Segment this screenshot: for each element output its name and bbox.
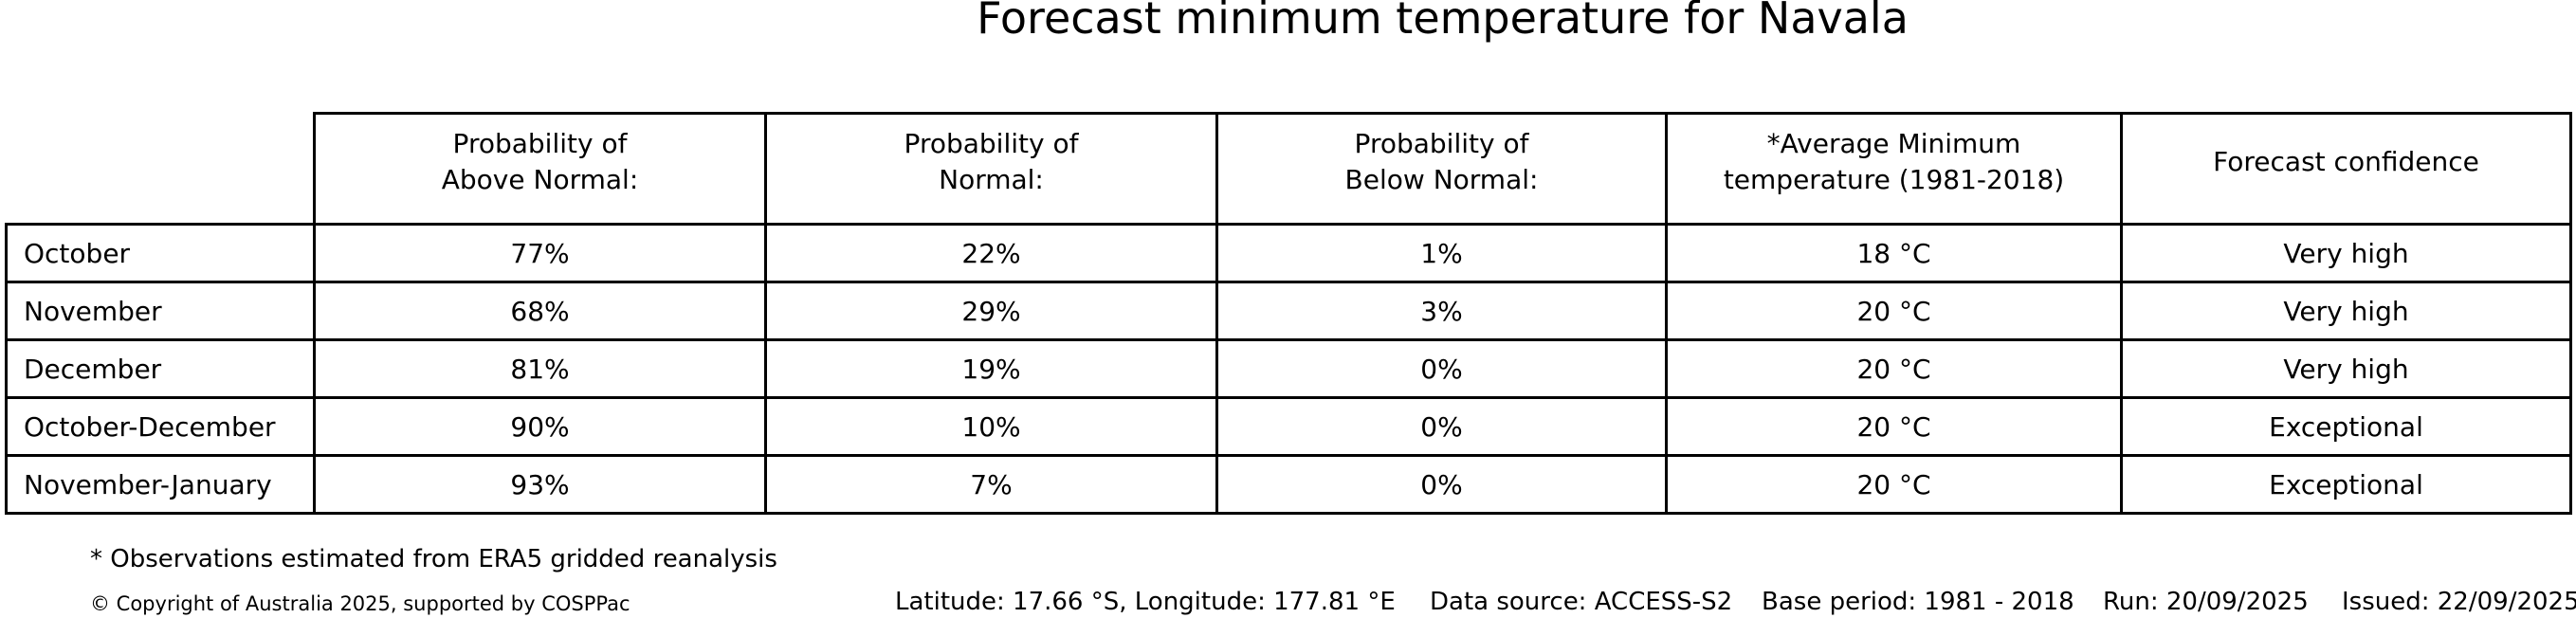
cell-below-normal: 0% [1215,454,1668,515]
cell-normal: 29% [764,281,1218,341]
cell-normal: 7% [764,454,1218,515]
cell-normal: 22% [764,223,1218,283]
cell-above-normal: 77% [313,223,767,283]
figure-title: Forecast minimum temperature for Navala [977,0,1909,44]
col-header-normal: Probability of Normal: [764,112,1218,226]
cell-above-normal: 90% [313,396,767,457]
cell-average-minimum-temperature: 20 °C [1665,454,2123,515]
row-label: October [5,223,316,283]
table-row-december: December 81% 19% 0% 20 °C Very high [5,338,2572,399]
copyright-text: © Copyright of Australia 2025, supported… [90,592,630,615]
cell-forecast-confidence: Very high [2120,223,2572,283]
table-row-october: October 77% 22% 1% 18 °C Very high [5,223,2572,283]
table-row-october-december: October-December 90% 10% 0% 20 °C Except… [5,396,2572,457]
era5-footnote: * Observations estimated from ERA5 gridd… [90,545,777,573]
row-label: October-December [5,396,316,457]
cell-below-normal: 1% [1215,223,1668,283]
col-header-forecast-confidence: Forecast confidence [2120,112,2572,226]
row-label: November [5,281,316,341]
cell-forecast-confidence: Exceptional [2120,454,2572,515]
forecast-table: Probability of Above Normal: Probability… [5,112,2572,515]
cell-normal: 10% [764,396,1218,457]
cell-average-minimum-temperature: 20 °C [1665,338,2123,399]
row-label: November-January [5,454,316,515]
cell-normal: 19% [764,338,1218,399]
cell-average-minimum-temperature: 20 °C [1665,281,2123,341]
col-header-above-normal: Probability of Above Normal: [313,112,767,226]
cell-above-normal: 81% [313,338,767,399]
cell-average-minimum-temperature: 20 °C [1665,396,2123,457]
table-header-row: Probability of Above Normal: Probability… [6,112,2572,226]
empty-corner-cell [6,113,315,225]
issued-date-text: Issued: 22/09/2025 [2342,588,2576,616]
cell-below-normal: 3% [1215,281,1668,341]
cell-above-normal: 68% [313,281,767,341]
cell-below-normal: 0% [1215,396,1668,457]
table-row-november-january: November-January 93% 7% 0% 20 °C Excepti… [5,454,2572,515]
latitude-longitude-text: Latitude: 17.66 °S, Longitude: 177.81 °E [895,588,1396,616]
cell-forecast-confidence: Exceptional [2120,396,2572,457]
cell-above-normal: 93% [313,454,767,515]
run-date-text: Run: 20/09/2025 [2103,588,2309,616]
data-source-text: Data source: ACCESS-S2 [1430,588,1733,616]
col-header-average-minimum-temperature: *Average Minimum temperature (1981-2018) [1665,112,2123,226]
cell-average-minimum-temperature: 18 °C [1665,223,2123,283]
table-row-november: November 68% 29% 3% 20 °C Very high [5,281,2572,341]
row-label: December [5,338,316,399]
cell-forecast-confidence: Very high [2120,281,2572,341]
cell-below-normal: 0% [1215,338,1668,399]
base-period-text: Base period: 1981 - 2018 [1762,588,2074,616]
cell-forecast-confidence: Very high [2120,338,2572,399]
col-header-below-normal: Probability of Below Normal: [1215,112,1668,226]
